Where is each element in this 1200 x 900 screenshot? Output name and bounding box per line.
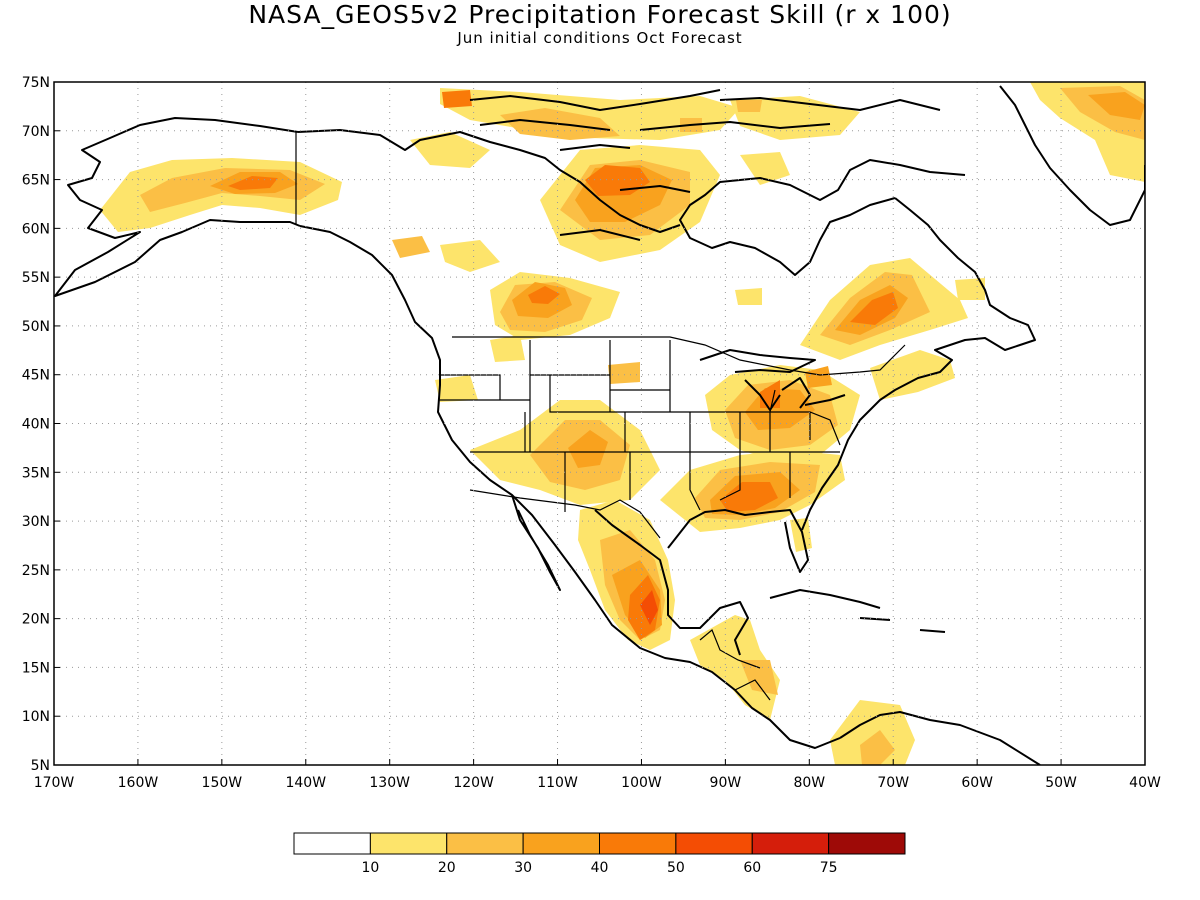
lat-tick-label: 10N bbox=[22, 709, 50, 725]
lon-tick-label: 60W bbox=[961, 775, 993, 791]
coastline-gulf bbox=[594, 509, 809, 656]
map-title: NASA_GEOS5v2 Precipitation Forecast Skil… bbox=[248, 0, 952, 29]
skill-field bbox=[100, 82, 1145, 765]
skill-area-florida bbox=[790, 518, 812, 552]
coastline-arctic-islands bbox=[469, 89, 941, 241]
lat-tick-label: 60N bbox=[22, 221, 50, 237]
skill-area-central-america bbox=[740, 660, 778, 695]
lon-tick-label: 110W bbox=[537, 775, 578, 791]
lat-tick-label: 5N bbox=[31, 758, 50, 774]
political-borders bbox=[295, 132, 906, 701]
lon-tick-label: 120W bbox=[453, 775, 494, 791]
border-us-canada bbox=[295, 132, 906, 376]
lat-tick-label: 55N bbox=[22, 270, 50, 286]
coastlines bbox=[54, 85, 1145, 765]
lat-tick-label: 15N bbox=[22, 660, 50, 676]
legend-label: 60 bbox=[743, 860, 761, 876]
lat-tick-label: 50N bbox=[22, 319, 50, 335]
legend-swatch bbox=[599, 832, 677, 855]
lat-tick-label: 25N bbox=[22, 563, 50, 579]
lon-tick-label: 40W bbox=[1129, 775, 1161, 791]
lat-tick-label: 65N bbox=[22, 173, 50, 189]
coastline-arctic bbox=[297, 129, 681, 233]
skill-area-arctic bbox=[442, 90, 472, 108]
coastline-alaska bbox=[54, 117, 301, 297]
coastline-great-lakes bbox=[699, 349, 846, 411]
skill-area-bc-coast bbox=[392, 236, 430, 258]
skill-area-nunavut-east bbox=[740, 152, 790, 185]
coastline-hudson-bay bbox=[679, 159, 966, 276]
legend-label: 10 bbox=[361, 860, 379, 876]
lon-tick-label: 150W bbox=[202, 775, 243, 791]
lon-tick-label: 80W bbox=[793, 775, 825, 791]
skill-area-southeast bbox=[720, 482, 778, 512]
skill-area-quebec bbox=[850, 292, 898, 325]
legend-label: 50 bbox=[667, 860, 685, 876]
coastline-greenland bbox=[999, 85, 1145, 226]
legend-swatch bbox=[751, 832, 830, 855]
lon-tick-label: 100W bbox=[621, 775, 662, 791]
lon-tick-label: 50W bbox=[1045, 775, 1077, 791]
skill-area-plains bbox=[608, 362, 640, 384]
lat-tick-label: 35N bbox=[22, 465, 50, 481]
border-central-america bbox=[699, 629, 771, 701]
lat-tick-label: 20N bbox=[22, 612, 50, 628]
legend-swatch bbox=[675, 832, 753, 855]
skill-area-idaho bbox=[435, 375, 478, 402]
skill-area-labrador bbox=[955, 278, 985, 300]
border-us-mexico bbox=[469, 489, 661, 539]
legend-label: 75 bbox=[820, 860, 838, 876]
legend-swatch bbox=[293, 832, 371, 855]
coastline-atlantic bbox=[801, 197, 1036, 531]
lat-tick-label: 70N bbox=[22, 124, 50, 140]
skill-area-new-england bbox=[805, 366, 832, 388]
skill-area-alaska bbox=[228, 176, 278, 190]
skill-area-central-america bbox=[690, 615, 780, 720]
lon-tick-label: 160W bbox=[118, 775, 159, 791]
lon-tick-label: 90W bbox=[710, 775, 742, 791]
lat-tick-label: 45N bbox=[22, 368, 50, 384]
coastline-pacific bbox=[299, 225, 841, 749]
lon-tick-label: 140W bbox=[285, 775, 326, 791]
latitude-labels: 75N 70N 65N 60N 55N 50N 45N 40N 35N 30N 25N 20N 15N 1… bbox=[22, 75, 60, 774]
skill-area-greenland bbox=[1088, 92, 1145, 120]
skill-area-idaho bbox=[490, 335, 525, 362]
border-states bbox=[438, 340, 841, 512]
coastline-caribbean bbox=[769, 589, 946, 633]
map-subtitle: Jun initial conditions Oct Forecast bbox=[457, 29, 743, 47]
skill-area-southwest bbox=[568, 430, 608, 468]
legend-label: 20 bbox=[438, 860, 456, 876]
skill-area-arctic-west bbox=[410, 132, 490, 168]
legend-swatch bbox=[522, 832, 600, 855]
lon-tick-label: 170W bbox=[34, 775, 75, 791]
lat-tick-label: 75N bbox=[22, 75, 50, 91]
skill-area-bc-coast bbox=[440, 240, 500, 272]
coastline-baja bbox=[511, 494, 561, 591]
coastline-south-america bbox=[839, 711, 1041, 765]
color-legend: 10 20 30 40 50 60 75 bbox=[293, 832, 906, 876]
longitude-labels: 170W 160W 150W 140W 130W 120W 110W 100W 90W 80W 70… bbox=[34, 759, 1161, 791]
lat-tick-label: 40N bbox=[22, 417, 50, 433]
legend-swatch bbox=[828, 832, 906, 855]
skill-area-arctic-east bbox=[736, 100, 762, 112]
skill-area-south-america bbox=[860, 730, 895, 765]
legend-swatch bbox=[369, 832, 448, 855]
skill-area-labrador bbox=[735, 288, 762, 305]
legend-label: 40 bbox=[591, 860, 609, 876]
lat-tick-label: 30N bbox=[22, 514, 50, 530]
skill-area-western-canada bbox=[528, 286, 560, 304]
lon-tick-label: 70W bbox=[877, 775, 909, 791]
legend-label: 30 bbox=[514, 860, 532, 876]
skill-area-mexico bbox=[640, 590, 658, 625]
legend-swatch bbox=[446, 832, 524, 855]
lon-tick-label: 130W bbox=[369, 775, 410, 791]
